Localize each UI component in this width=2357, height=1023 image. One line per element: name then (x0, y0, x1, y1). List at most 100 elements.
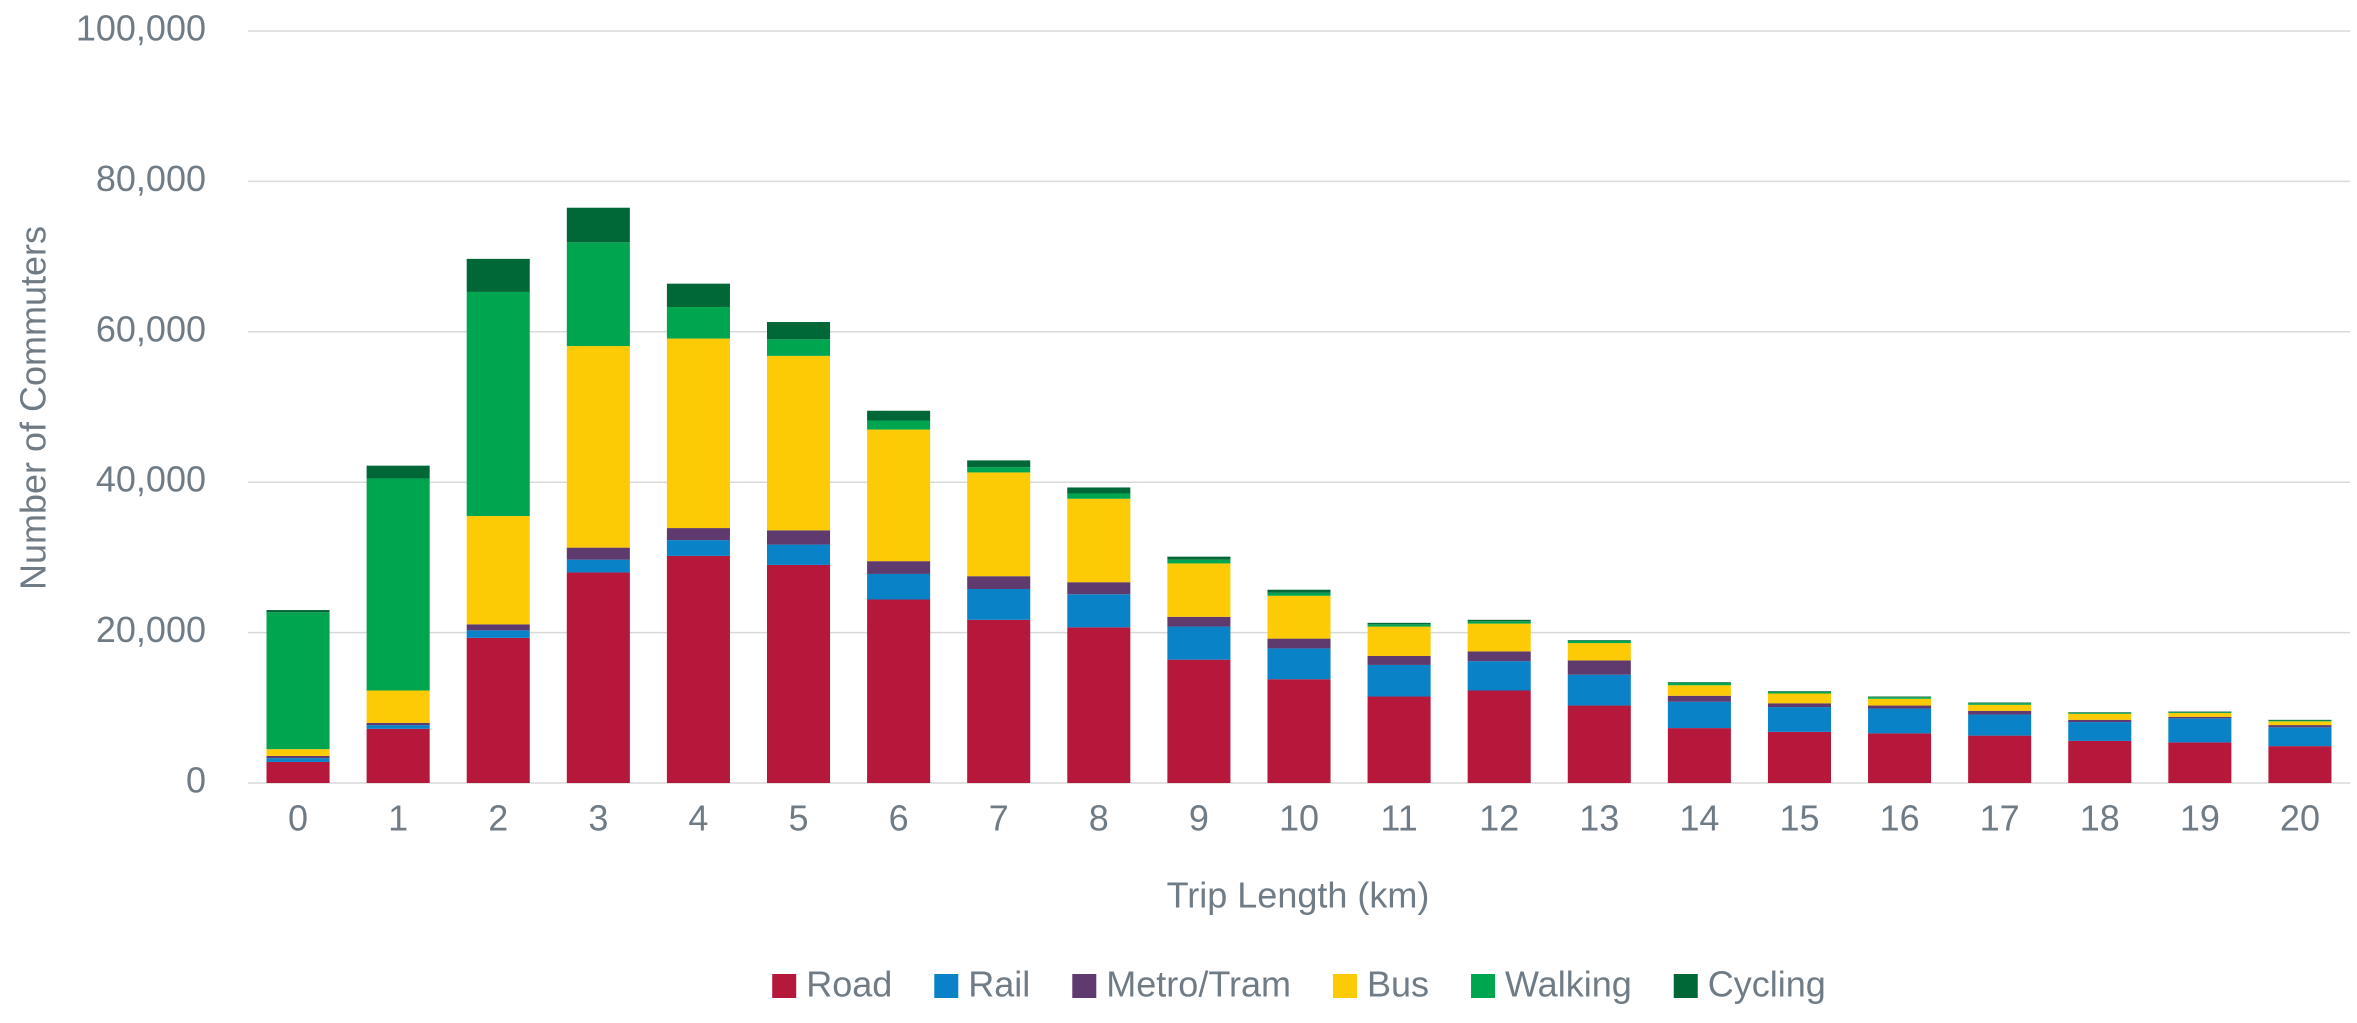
bar-segment (1968, 735, 2032, 783)
bar-segment (2068, 722, 2132, 741)
bar-segment (2268, 727, 2332, 747)
bar-segment (466, 291, 530, 517)
y-tick-label: 80,000 (96, 158, 206, 199)
bar-segment (1767, 731, 1832, 783)
bar-segment (266, 612, 330, 750)
bar-segment (466, 516, 530, 625)
legend-swatch (1332, 974, 1357, 998)
bar-segment (2268, 720, 2332, 722)
bar-segment (1267, 648, 1331, 680)
bar-segment (2168, 718, 2232, 743)
bar-segment (566, 346, 630, 548)
legend-label: Road (806, 964, 892, 1005)
bar-segment (2068, 713, 2132, 720)
bar-segment (266, 761, 330, 783)
bar-segment (1968, 714, 2032, 736)
bar-segment (1567, 640, 1631, 641)
y-tick-label: 100,000 (76, 8, 206, 49)
bar-segment (1868, 733, 1932, 783)
bar-segment (766, 564, 831, 783)
bar-segment (366, 722, 430, 726)
y-tick-label: 0 (186, 760, 206, 801)
bar-segment (366, 690, 430, 723)
bar-segment (1968, 703, 2032, 705)
bar-segment (1167, 659, 1231, 783)
bar-segment (1367, 664, 1431, 697)
bar-segment (666, 555, 730, 783)
bar-segment (766, 530, 831, 545)
x-tick-label: 15 (1779, 798, 1819, 839)
bar-segment (1067, 627, 1131, 783)
bar-segment (1267, 638, 1331, 649)
x-tick-label: 8 (1089, 798, 1109, 839)
bar-segment (1767, 693, 1832, 704)
x-tick-label: 10 (1279, 798, 1319, 839)
bar-segment (1467, 651, 1531, 662)
bar-segment (1367, 696, 1431, 783)
bar-segment (566, 207, 630, 243)
legend-swatch (934, 974, 959, 998)
bar-segment (366, 725, 430, 729)
bar-segment (1868, 696, 1932, 698)
bar-segment (466, 630, 530, 638)
bar-segment (1567, 640, 1631, 644)
bar-segment (2068, 713, 2132, 714)
bar-segment (1467, 661, 1531, 691)
bar-segment (967, 588, 1031, 620)
x-tick-label: 17 (1980, 798, 2020, 839)
bar-segment (666, 528, 730, 541)
bar-segment (1567, 705, 1631, 783)
y-tick-label: 60,000 (96, 308, 206, 349)
bar-segment (867, 410, 931, 421)
bar-segment (967, 576, 1031, 589)
bar-segment (867, 599, 931, 783)
bar-segment (1968, 704, 2032, 711)
legend-swatch (1072, 974, 1097, 998)
bar-segment (466, 624, 530, 631)
bar-segment (867, 573, 931, 600)
bar-segment (1267, 679, 1331, 783)
bar-segment (566, 242, 630, 347)
bar-segment (2168, 711, 2232, 713)
bar-segment (1367, 624, 1431, 627)
bar-segment (1167, 626, 1231, 660)
bar-segment (1067, 487, 1131, 494)
bar-segment (1467, 690, 1531, 783)
bar-segment (1868, 705, 1932, 709)
legend-swatch (772, 974, 797, 998)
y-tick-label: 20,000 (96, 609, 206, 650)
bar-segment (466, 258, 530, 292)
bar-segment (266, 755, 330, 759)
bar-segment (1667, 728, 1731, 783)
bar-segment (1467, 621, 1531, 624)
bar-segment (266, 749, 330, 756)
x-tick-label: 19 (2180, 798, 2220, 839)
bar-segment (366, 465, 430, 479)
x-tick-label: 14 (1679, 798, 1719, 839)
x-tick-label: 5 (789, 798, 809, 839)
bar-segment (1968, 710, 2032, 715)
bar-segment (867, 561, 931, 574)
bar-segment (1667, 682, 1731, 686)
x-tick-label: 7 (989, 798, 1009, 839)
bar-segment (1167, 556, 1231, 560)
x-tick-label: 1 (388, 798, 408, 839)
bar-segment (1167, 559, 1231, 564)
bar-segment (1467, 623, 1531, 652)
bar-segment (266, 610, 330, 613)
bar-segment (666, 338, 730, 529)
bar-segment (2268, 719, 2332, 721)
y-tick-label: 40,000 (96, 459, 206, 500)
bar-segment (967, 460, 1031, 468)
bar-segment (967, 467, 1031, 473)
bar-segment (266, 758, 330, 762)
bar-segment (1067, 498, 1131, 583)
bar-segment (366, 478, 430, 691)
x-tick-label: 6 (889, 798, 909, 839)
bar-segment (1868, 697, 1932, 699)
bar-segment (2068, 719, 2132, 723)
x-tick-label: 18 (2080, 798, 2120, 839)
bar-segment (366, 728, 430, 783)
legend-swatch (1673, 974, 1698, 998)
